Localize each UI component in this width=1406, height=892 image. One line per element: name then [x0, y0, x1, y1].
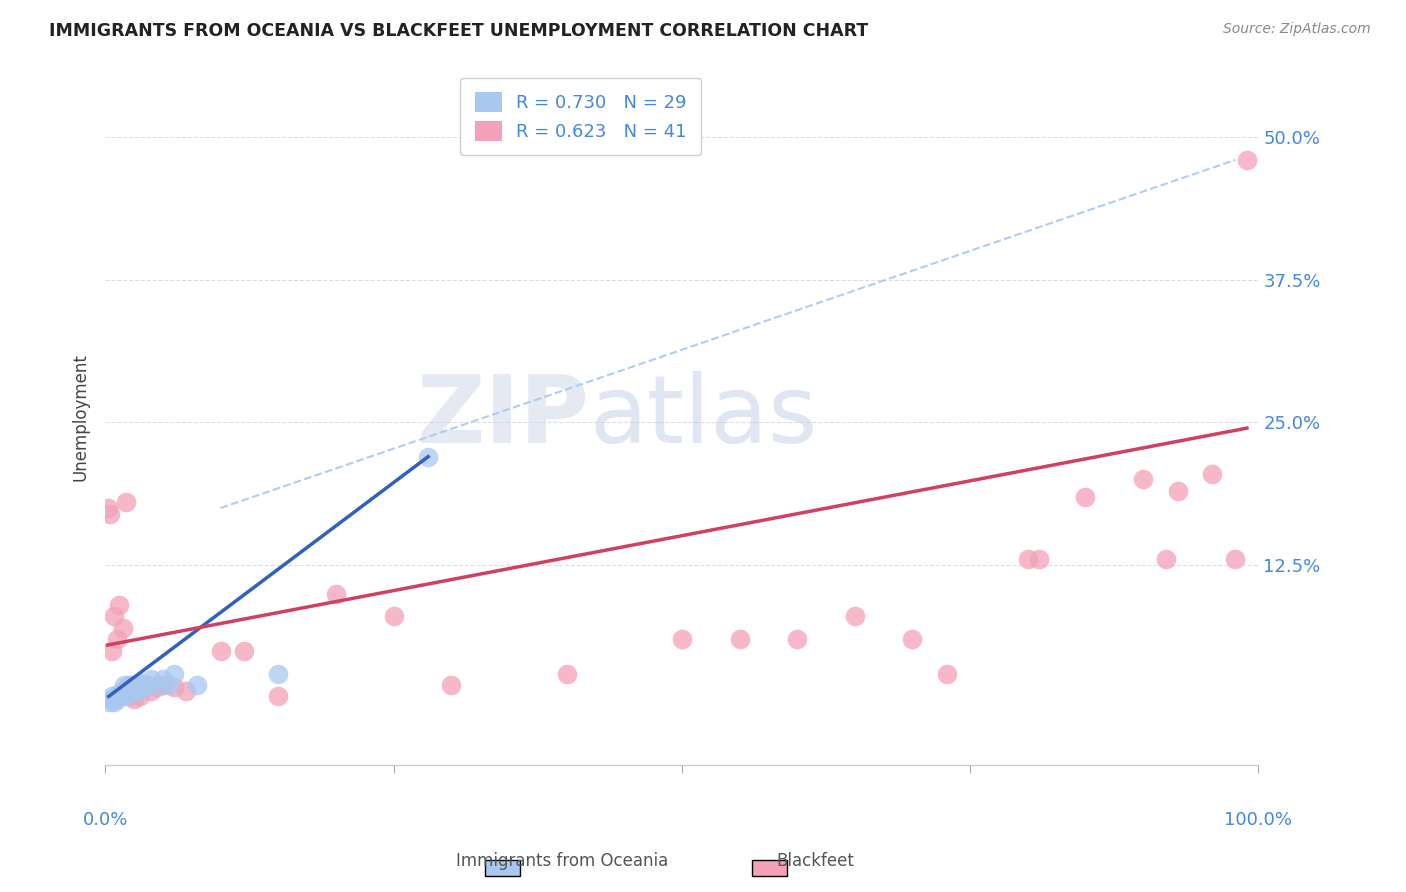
Text: Source: ZipAtlas.com: Source: ZipAtlas.com [1223, 22, 1371, 37]
Point [112, 678, 135, 692]
Point [1028, 552, 1050, 566]
Point [1236, 153, 1258, 167]
Point [141, 673, 163, 687]
Point [1167, 483, 1189, 498]
Point [125, 678, 148, 692]
Point [128, 690, 150, 704]
Point [1225, 552, 1247, 566]
Point [1154, 552, 1177, 566]
Point [101, 690, 124, 704]
Text: atlas: atlas [589, 371, 818, 463]
Point [1017, 552, 1039, 566]
Point [267, 666, 290, 681]
Text: IMMIGRANTS FROM OCEANIA VS BLACKFEET UNEMPLOYMENT CORRELATION CHART: IMMIGRANTS FROM OCEANIA VS BLACKFEET UNE… [49, 22, 869, 40]
Point [98, 507, 121, 521]
Point [115, 690, 138, 704]
Point [105, 691, 128, 706]
Point [163, 666, 186, 681]
Point [728, 632, 751, 647]
Point [111, 683, 134, 698]
Point [101, 644, 124, 658]
Text: Immigrants from Oceania: Immigrants from Oceania [457, 852, 668, 870]
Point [440, 678, 463, 692]
Point [120, 678, 142, 692]
Text: 0.0%: 0.0% [83, 811, 128, 829]
Text: ZIP: ZIP [416, 371, 589, 463]
Y-axis label: Unemployment: Unemployment [72, 352, 89, 481]
Point [131, 678, 153, 692]
Point [122, 683, 145, 698]
Point [152, 678, 174, 692]
Point [936, 666, 959, 681]
Point [1132, 473, 1154, 487]
Point [157, 678, 180, 692]
Point [325, 587, 347, 601]
Point [117, 683, 139, 698]
Point [111, 621, 134, 635]
Point [1201, 467, 1223, 481]
Point [786, 632, 808, 647]
Point [103, 695, 125, 709]
Point [163, 680, 186, 694]
Point [146, 678, 169, 692]
Point [134, 680, 156, 694]
Point [416, 450, 439, 464]
Point [555, 666, 578, 681]
Point [232, 644, 254, 658]
Point [96, 501, 118, 516]
Text: Blackfeet: Blackfeet [776, 852, 855, 870]
Point [115, 495, 138, 509]
Point [100, 691, 122, 706]
Point [901, 632, 924, 647]
Point [844, 609, 866, 624]
Point [107, 687, 129, 701]
Point [671, 632, 693, 647]
Point [135, 678, 157, 692]
Point [141, 683, 163, 698]
Point [120, 690, 142, 704]
Point [108, 598, 131, 612]
Point [104, 690, 127, 704]
Point [128, 675, 150, 690]
Legend: R = 0.730   N = 29, R = 0.623   N = 41: R = 0.730 N = 29, R = 0.623 N = 41 [460, 78, 702, 155]
Point [1074, 490, 1097, 504]
Point [267, 690, 290, 704]
Point [127, 683, 149, 698]
Point [128, 683, 150, 698]
Point [209, 644, 232, 658]
Point [117, 678, 139, 692]
Text: 100.0%: 100.0% [1225, 811, 1292, 829]
Point [186, 678, 208, 692]
Point [103, 609, 125, 624]
Point [152, 673, 174, 687]
Point [135, 678, 157, 692]
Point [122, 680, 145, 694]
Point [97, 695, 120, 709]
Point [174, 683, 197, 698]
Point [146, 680, 169, 694]
Point [122, 691, 145, 706]
Point [382, 609, 405, 624]
Point [105, 632, 128, 647]
Point [108, 690, 131, 704]
